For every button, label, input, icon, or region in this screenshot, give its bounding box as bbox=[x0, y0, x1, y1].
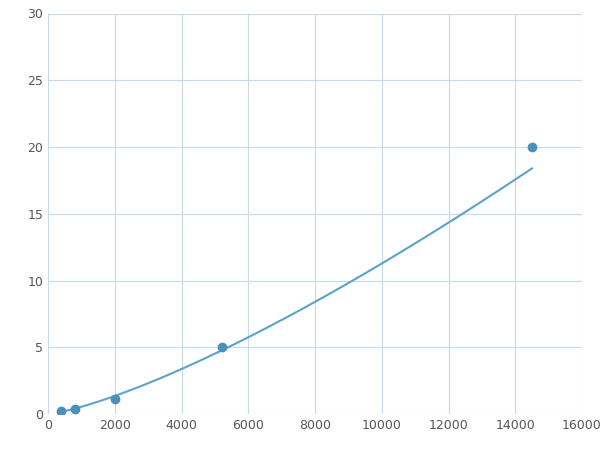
Point bbox=[217, 344, 226, 351]
Point bbox=[527, 144, 537, 151]
Point bbox=[56, 408, 66, 415]
Point bbox=[110, 396, 119, 403]
Point bbox=[70, 406, 79, 413]
